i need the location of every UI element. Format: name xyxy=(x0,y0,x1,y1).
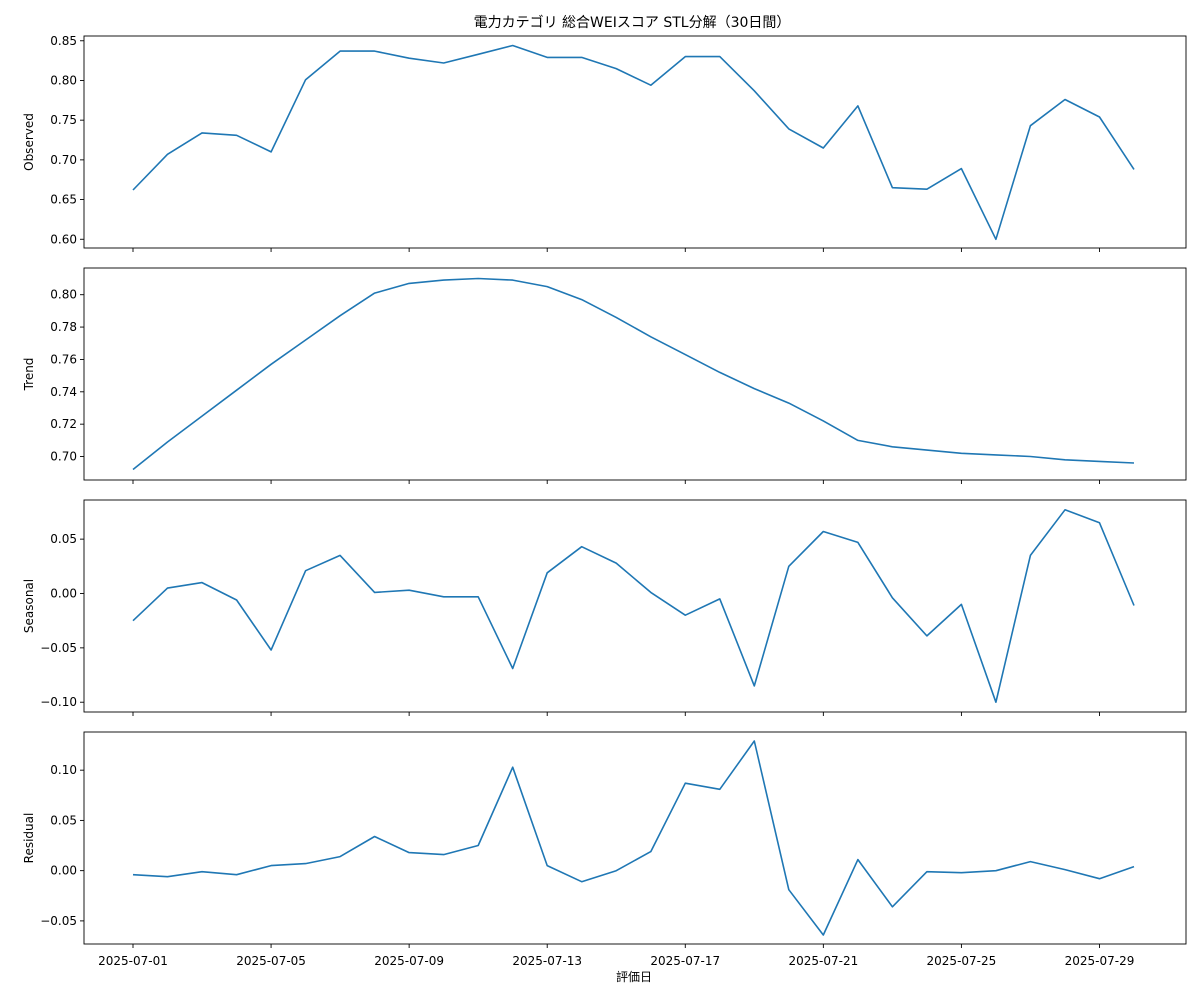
observed-y-tick-label: 0.75 xyxy=(50,113,77,127)
observed-y-tick-label: 0.65 xyxy=(50,193,77,207)
seasonal-y-tick-label: 0.00 xyxy=(50,586,77,600)
trend-panel-frame xyxy=(83,267,1187,481)
observed-y-tick-label: 0.80 xyxy=(50,73,77,87)
x-tick-label: 2025-07-25 xyxy=(927,954,997,968)
observed-y-tick-label: 0.60 xyxy=(50,232,77,246)
x-tick-label: 2025-07-13 xyxy=(512,954,582,968)
residual-panel-frame xyxy=(83,731,1187,945)
x-tick-label: 2025-07-29 xyxy=(1065,954,1135,968)
x-tick-label: 2025-07-01 xyxy=(98,954,168,968)
x-tick-label: 2025-07-21 xyxy=(788,954,858,968)
trend-y-tick-label: 0.76 xyxy=(50,352,77,366)
seasonal-series-line xyxy=(132,508,1135,704)
residual-y-axis-label: Residual xyxy=(22,813,36,864)
residual-series-line xyxy=(132,740,1135,936)
trend-series-line xyxy=(132,277,1135,471)
seasonal-y-tick-label: −0.05 xyxy=(40,641,77,655)
trend-y-tick-label: 0.74 xyxy=(50,385,77,399)
trend-y-tick-label: 0.70 xyxy=(50,450,77,464)
seasonal-y-axis-label: Seasonal xyxy=(22,579,36,633)
x-tick-label: 2025-07-05 xyxy=(236,954,306,968)
residual-y-tick-label: 0.05 xyxy=(50,813,77,827)
trend-y-tick-label: 0.72 xyxy=(50,417,77,431)
observed-y-axis-label: Observed xyxy=(22,113,36,171)
observed-series-line xyxy=(132,44,1135,241)
residual-y-tick-label: −0.05 xyxy=(40,914,77,928)
x-tick-label: 2025-07-17 xyxy=(650,954,720,968)
trend-y-tick-label: 0.78 xyxy=(50,320,77,334)
seasonal-panel-frame xyxy=(83,499,1187,713)
residual-y-tick-label: 0.00 xyxy=(50,864,77,878)
seasonal-y-tick-label: −0.10 xyxy=(40,695,77,709)
residual-y-tick-label: 0.10 xyxy=(50,763,77,777)
observed-y-tick-label: 0.85 xyxy=(50,34,77,48)
observed-y-tick-label: 0.70 xyxy=(50,153,77,167)
trend-y-axis-label: Trend xyxy=(22,358,36,392)
x-axis-label: 評価日 xyxy=(616,969,652,984)
chart-title: 電力カテゴリ 総合WEIスコア STL分解（30日間） xyxy=(474,14,791,31)
seasonal-y-tick-label: 0.05 xyxy=(50,532,77,546)
trend-y-tick-label: 0.80 xyxy=(50,288,77,302)
observed-panel-frame xyxy=(83,35,1187,249)
x-tick-label: 2025-07-09 xyxy=(374,954,444,968)
